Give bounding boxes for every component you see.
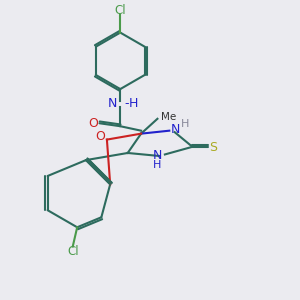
Text: Cl: Cl — [67, 244, 79, 258]
Text: -: - — [124, 98, 128, 110]
Text: H: H — [181, 119, 189, 129]
Text: H: H — [129, 98, 138, 110]
Text: S: S — [209, 140, 217, 154]
Text: Me: Me — [161, 112, 176, 122]
Text: N: N — [153, 149, 162, 162]
Text: N: N — [171, 123, 180, 136]
Text: O: O — [88, 117, 98, 130]
Text: O: O — [95, 130, 105, 143]
Text: N: N — [108, 98, 118, 110]
Text: H: H — [153, 160, 162, 170]
Text: Cl: Cl — [115, 4, 126, 17]
